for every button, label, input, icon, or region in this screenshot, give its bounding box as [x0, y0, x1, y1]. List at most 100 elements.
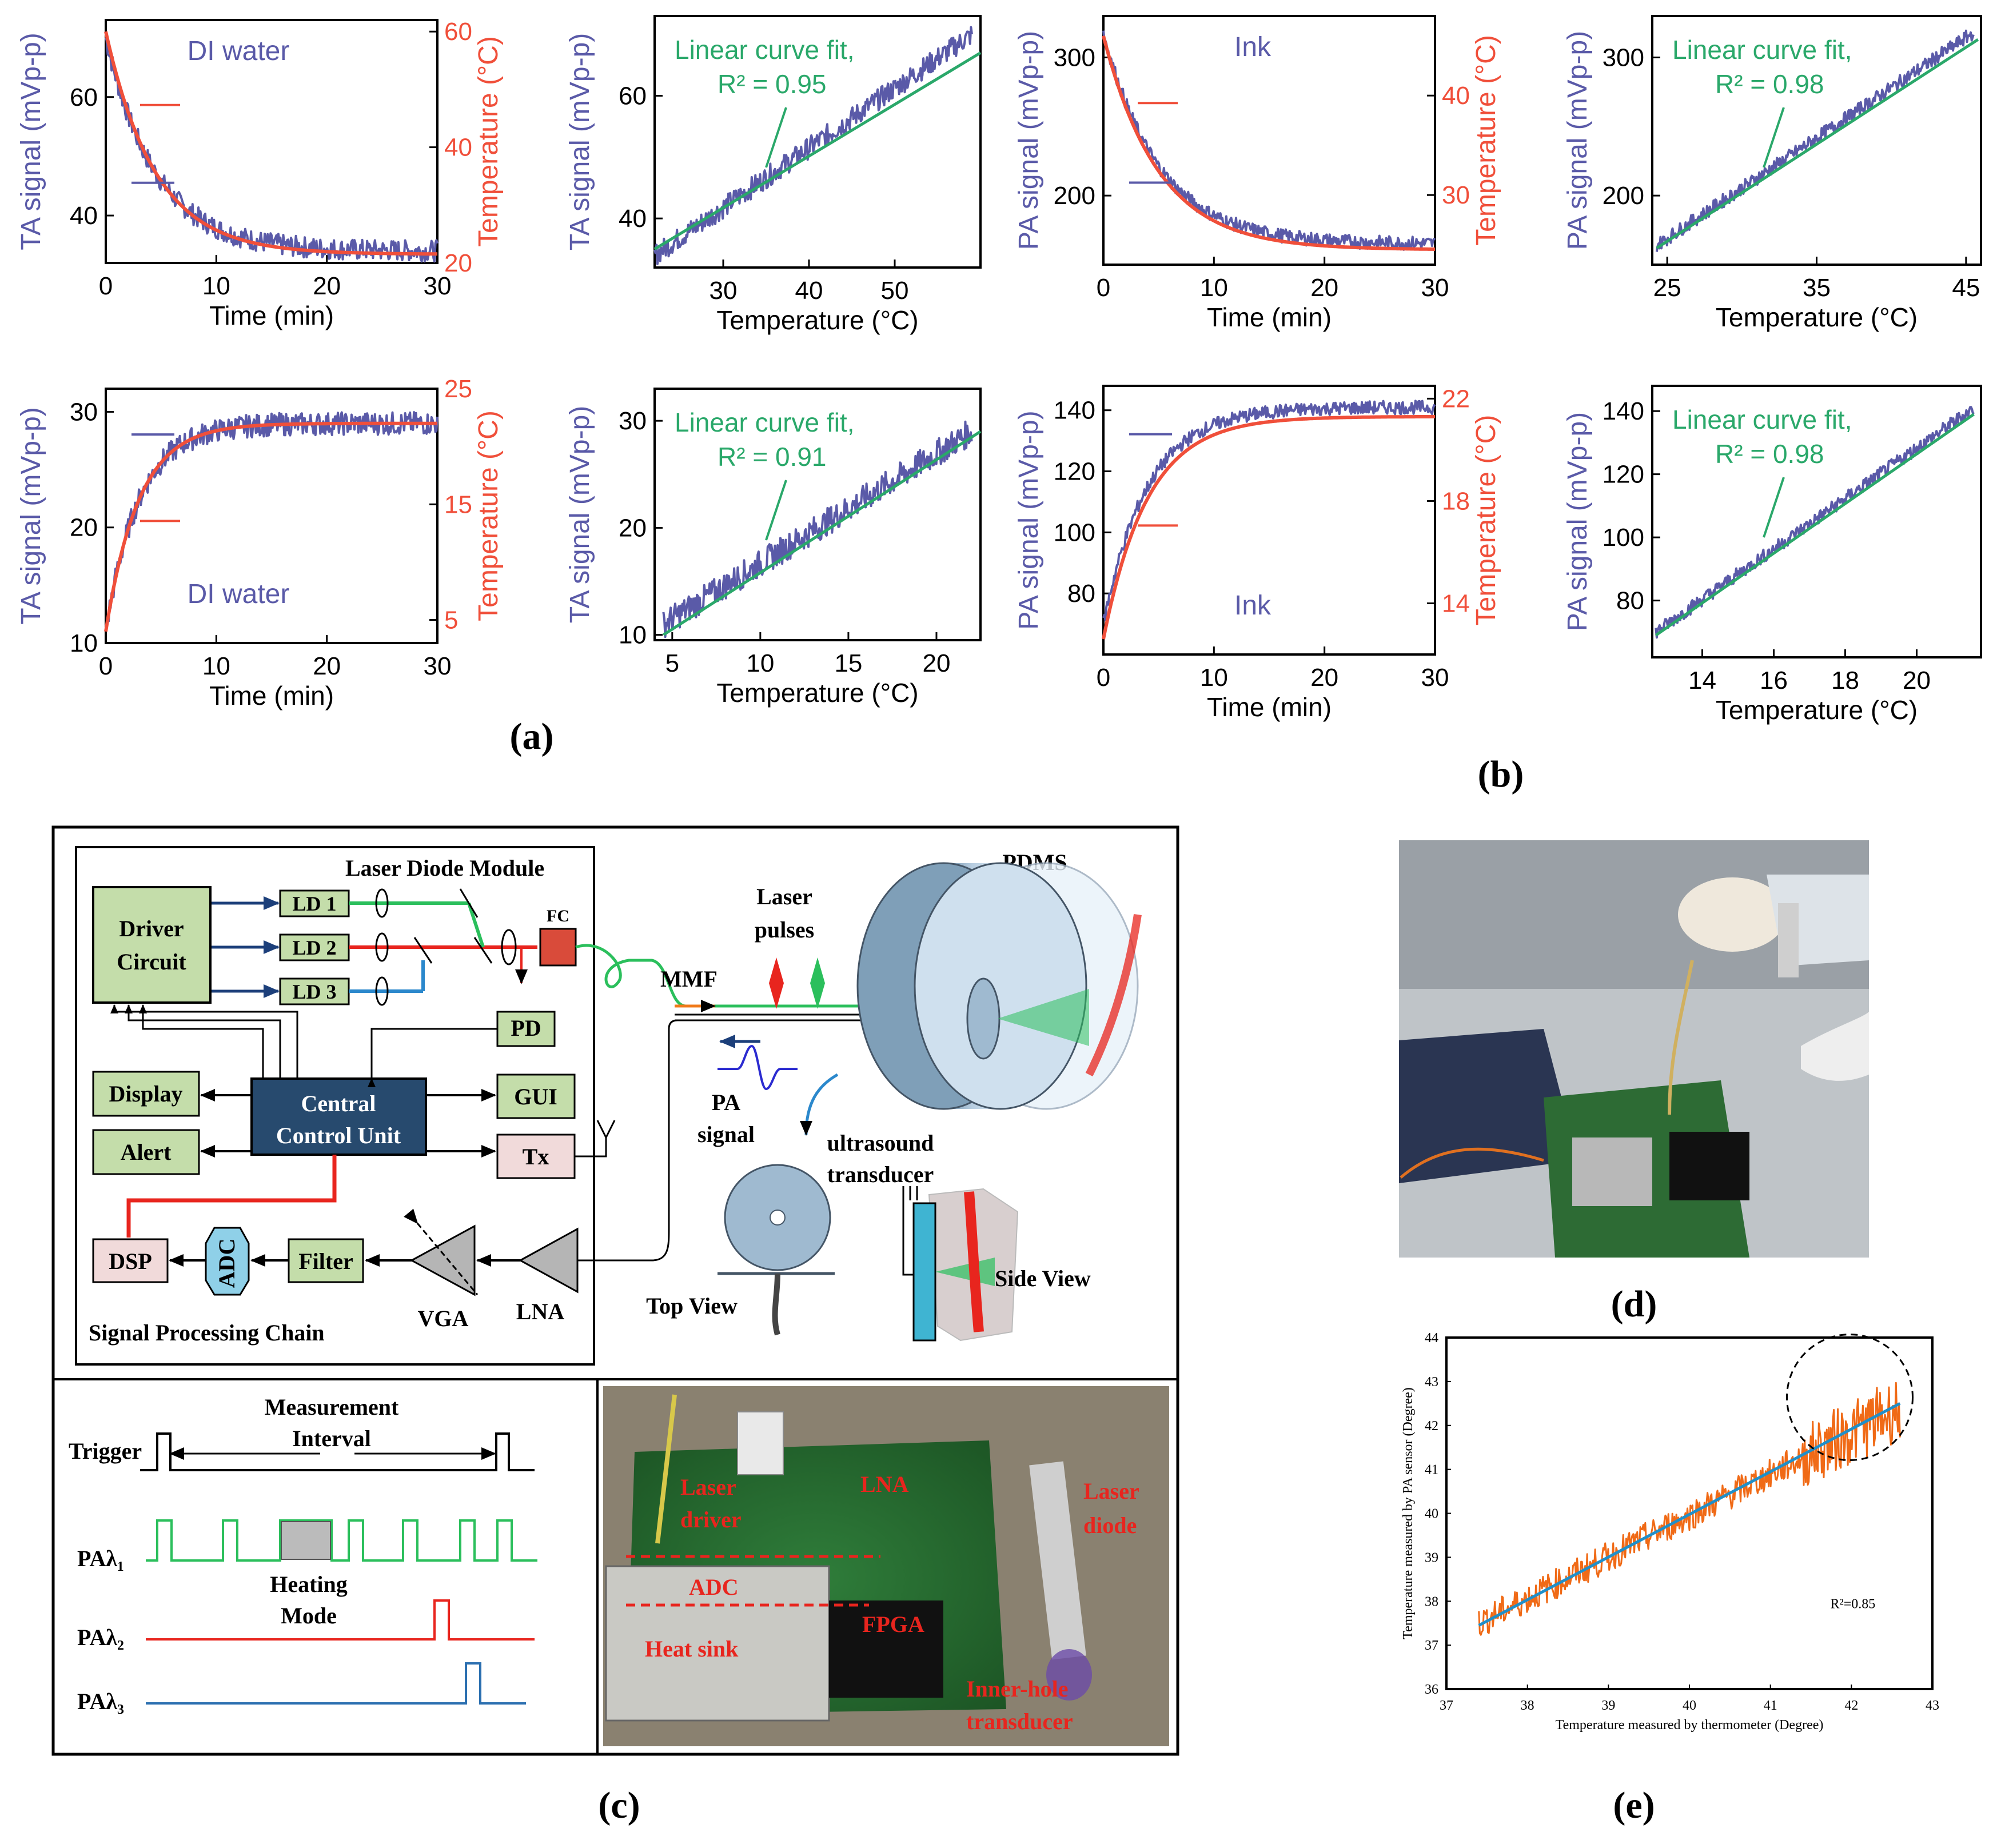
x-tick-label: 42 [1844, 1698, 1858, 1713]
x-tick-label: 0 [1097, 664, 1110, 692]
y-tick-label: 38 [1425, 1594, 1438, 1609]
label-c: (c) [598, 1785, 640, 1826]
x-tick-label: 10 [1200, 274, 1228, 302]
fit-annotation-line1: Linear curve fit, [1672, 405, 1852, 434]
ccu-line2: Control Unit [276, 1123, 401, 1148]
x-tick-label: 30 [709, 277, 738, 305]
display-label: Display [109, 1081, 183, 1107]
y2-axis-label: Temperature (°C) [1471, 415, 1501, 626]
vga-label: VGA [418, 1306, 469, 1331]
y-tick-label: 20 [70, 514, 98, 542]
photo-fpga: FPGA [862, 1611, 924, 1637]
x-tick-label: 20 [1903, 666, 1931, 695]
y-axis-label: PA signal (mVp-p) [1562, 412, 1593, 631]
adc-block [205, 1227, 250, 1296]
us-transducer-line1: ultrasound [827, 1130, 934, 1156]
y2-axis-label: Temperature (°C) [473, 36, 504, 247]
fc-block [539, 928, 577, 967]
panel-c-border [51, 825, 1179, 1756]
x-tick-label: 16 [1760, 666, 1788, 695]
x-axis-label: Temperature (°C) [1716, 302, 1918, 332]
y-tick-label: 80 [1616, 587, 1644, 615]
photo-adc: ADC [689, 1574, 739, 1600]
x-tick-label: 20 [1310, 664, 1338, 692]
x-axis-label: Time (min) [1207, 302, 1332, 332]
x-tick-label: 39 [1601, 1698, 1615, 1713]
x-tick-label: 0 [99, 652, 113, 680]
y2-tick-label: 40 [444, 134, 472, 162]
ld1-label: LD 1 [292, 892, 336, 915]
tx-label: Tx [523, 1144, 549, 1170]
pa2-label: PAλ₂ [77, 1625, 124, 1650]
gui-label: GUI [514, 1084, 557, 1109]
y-tick-label: 10 [619, 621, 647, 649]
series-linear-fit [663, 430, 982, 636]
series-ta-signal [105, 37, 439, 263]
chart-b1: 0 10 20 30 200 300 30 40 Time (min) PA signal (mV… [1014, 15, 1501, 332]
plot-frame [105, 19, 439, 264]
x-tick-label: 30 [424, 652, 452, 680]
photo-laser-driver-line2: driver [680, 1507, 742, 1532]
pa1-label: PAλ₁ [77, 1546, 124, 1571]
dsp-block [92, 1238, 169, 1283]
trigger-label: Trigger [69, 1438, 142, 1464]
x-tick-label: 10 [1200, 664, 1228, 692]
pd-label: PD [511, 1015, 541, 1041]
y-tick-label: 10 [70, 629, 98, 657]
laser-diode-module-label: Laser Diode Module [345, 855, 544, 881]
y2-axis-label: Temperature (°C) [473, 410, 504, 621]
photo-heat-sink: Heat sink [645, 1636, 739, 1662]
x-tick-label: 35 [1803, 274, 1831, 302]
lna-label: LNA [516, 1299, 565, 1324]
x-tick-label: 41 [1764, 1698, 1777, 1713]
series-pa-signal [1655, 406, 1975, 639]
y-axis-label: TA signal (mVp-p) [16, 407, 46, 625]
alert-label: Alert [121, 1139, 172, 1165]
outlier-circle [1786, 1334, 1914, 1462]
y-axis-label: TA signal (mVp-p) [565, 406, 595, 624]
x-tick-label: 10 [746, 649, 774, 677]
y-tick-label: 300 [1054, 44, 1095, 72]
y2-axis-label: Temperature (°C) [1471, 35, 1501, 246]
y-tick-label: 30 [619, 407, 647, 435]
y2-tick-label: 22 [1442, 385, 1470, 413]
display-block [92, 1071, 200, 1117]
photo-laser-driver-line1: Laser [680, 1474, 736, 1500]
panel-d-photo [1399, 840, 1869, 1258]
chart-b2: 25 35 45 200 300 Temperature (°C) PA signal (m… [1562, 15, 1982, 332]
x-tick-label: 15 [834, 649, 862, 677]
pcb-photo: Laser driver LNA Laser diode ADC FPGA He… [603, 1386, 1169, 1746]
series-temperature [1102, 414, 1436, 640]
series-temperature [104, 421, 439, 632]
label-d: (d) [1611, 1283, 1657, 1325]
x-tick-label: 40 [1683, 1698, 1696, 1713]
x-tick-label: 30 [424, 272, 452, 300]
label-a: (a) [510, 716, 554, 757]
fit-annotation-line2: R² = 0.91 [718, 442, 827, 472]
series-ta-signal [662, 420, 973, 638]
fit-pointer-arrow [765, 107, 787, 168]
y-tick-label: 80 [1067, 580, 1095, 608]
sample-annotation: Ink [1234, 590, 1271, 621]
y-tick-label: 41 [1425, 1463, 1438, 1478]
series-pa-signal [1102, 30, 1436, 251]
ccu-line1: Central [301, 1091, 376, 1116]
fc-label: FC [547, 907, 569, 925]
x-tick-label: 0 [99, 272, 113, 300]
vga-block [409, 1224, 476, 1296]
y-tick-label: 40 [70, 202, 98, 230]
ld-blocks: LD 1 LD 2 LD 3 [212, 889, 350, 1005]
x-axis-label: Time (min) [1207, 692, 1332, 722]
y-tick-label: 100 [1054, 518, 1095, 546]
y-tick-label: 30 [70, 398, 98, 426]
filter-block [288, 1238, 364, 1283]
fit-annotation-line1: Linear curve fit, [675, 408, 854, 437]
series-pa-sensor [1478, 1382, 1901, 1636]
fit-pointer-arrow [1763, 107, 1785, 168]
x-tick-label: 37 [1440, 1698, 1453, 1713]
driver-circuit-block [92, 886, 212, 1004]
x-axis-label: Time (min) [209, 301, 334, 330]
series-pa-signal [1102, 400, 1436, 621]
plot-frame [653, 388, 982, 641]
series-temperature [104, 31, 439, 256]
